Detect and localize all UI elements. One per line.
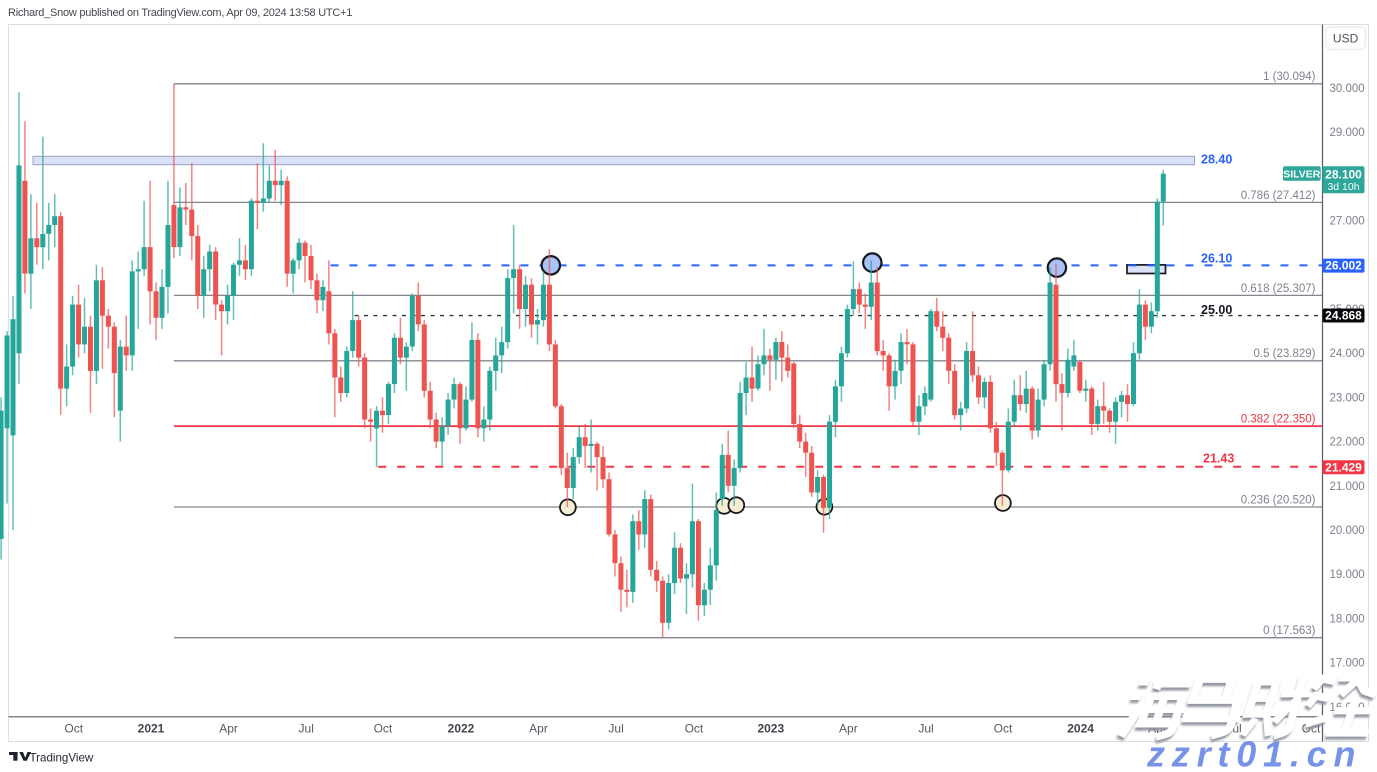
svg-text:zzrt01.cn: zzrt01.cn (1146, 734, 1362, 772)
svg-text:2024: 2024 (1067, 722, 1094, 736)
svg-text:Apr: Apr (219, 722, 238, 736)
svg-text:Jul: Jul (608, 722, 623, 736)
svg-text:Apr: Apr (529, 722, 548, 736)
svg-text:18.000: 18.000 (1330, 613, 1365, 625)
svg-text:2023: 2023 (757, 722, 784, 736)
svg-text:3d 10h: 3d 10h (1327, 181, 1359, 193)
svg-text:25.00: 25.00 (1201, 303, 1232, 317)
svg-text:Oct: Oct (64, 722, 83, 736)
svg-text:26.002: 26.002 (1325, 259, 1362, 273)
svg-text:26.10: 26.10 (1201, 252, 1232, 266)
svg-text:USD: USD (1333, 32, 1359, 46)
svg-text:21.429: 21.429 (1325, 460, 1362, 474)
svg-text:17.000: 17.000 (1330, 658, 1365, 670)
svg-text:24.000: 24.000 (1330, 348, 1365, 360)
svg-text:29.000: 29.000 (1330, 127, 1365, 139)
svg-text:23.000: 23.000 (1330, 392, 1365, 404)
svg-text:21.000: 21.000 (1330, 481, 1365, 493)
svg-text:0.236 (20.520): 0.236 (20.520) (1241, 494, 1316, 506)
svg-text:Oct: Oct (374, 722, 393, 736)
svg-text:19.000: 19.000 (1330, 569, 1365, 581)
svg-text:Apr: Apr (839, 722, 858, 736)
svg-text:SILVER: SILVER (1283, 168, 1321, 180)
svg-text:0 (17.563): 0 (17.563) (1263, 625, 1316, 637)
svg-text:28.40: 28.40 (1201, 153, 1232, 167)
svg-text:Jul: Jul (299, 722, 314, 736)
svg-text:20.000: 20.000 (1330, 525, 1365, 537)
svg-text:22.000: 22.000 (1330, 437, 1365, 449)
svg-text:0.5 (23.829): 0.5 (23.829) (1253, 348, 1315, 360)
svg-text:2022: 2022 (448, 722, 475, 736)
svg-text:28.100: 28.100 (1325, 168, 1362, 182)
svg-text:0.618 (25.307): 0.618 (25.307) (1241, 283, 1316, 295)
svg-text:0.786 (27.412): 0.786 (27.412) (1241, 190, 1316, 202)
svg-text:Jul: Jul (918, 722, 933, 736)
svg-text:27.000: 27.000 (1330, 216, 1365, 228)
svg-text:21.43: 21.43 (1203, 452, 1234, 466)
svg-text:1 (30.094): 1 (30.094) (1263, 71, 1316, 83)
svg-text:0.382 (22.350): 0.382 (22.350) (1241, 414, 1316, 426)
svg-text:30.000: 30.000 (1330, 83, 1365, 95)
svg-text:Richard_Snow published on Trad: Richard_Snow published on TradingView.co… (8, 7, 352, 19)
svg-text:TradingView: TradingView (30, 751, 94, 764)
svg-text:2021: 2021 (138, 722, 165, 736)
svg-text:Oct: Oct (994, 722, 1013, 736)
svg-text:Oct: Oct (685, 722, 704, 736)
svg-text:24.868: 24.868 (1325, 309, 1362, 323)
svg-text:zzrt01.cn: zzrt01.cn (1144, 736, 1360, 772)
